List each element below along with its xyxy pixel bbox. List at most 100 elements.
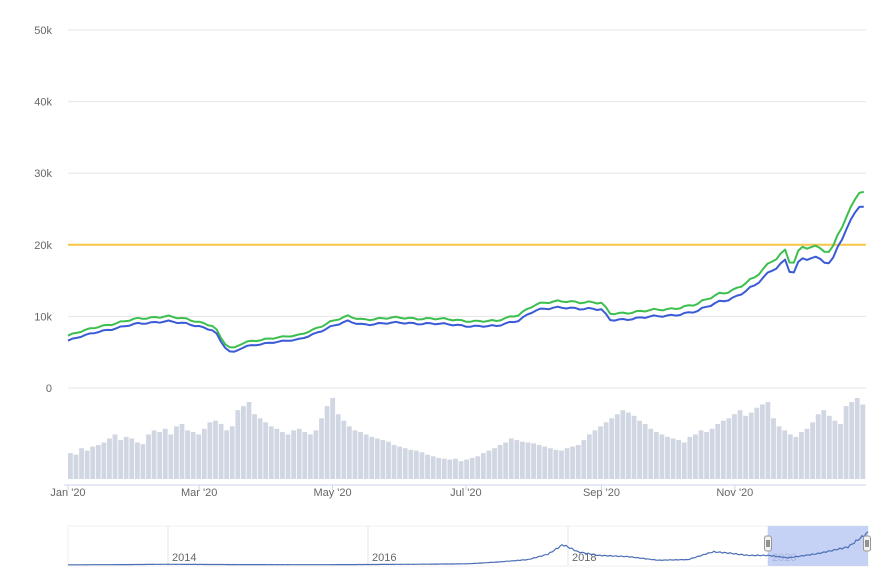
volume-bar (391, 444, 397, 479)
volume-bar (698, 430, 704, 479)
volume-bar (73, 454, 79, 479)
volume-bar (134, 442, 140, 479)
volume-bar (352, 430, 358, 479)
volume-bar (603, 422, 609, 479)
navigator-tick-label: 2014 (172, 552, 196, 564)
navigator-selection[interactable] (768, 526, 868, 566)
volume-bar (743, 415, 749, 479)
volume-bar (307, 434, 313, 479)
volume-bar (218, 423, 224, 479)
navigator-handle-right[interactable] (863, 535, 871, 552)
volume-bar (413, 450, 419, 479)
y-tick-label: 10k (34, 311, 52, 323)
volume-bar (224, 430, 230, 479)
volume-bar (107, 438, 112, 479)
volume-bar (609, 418, 615, 479)
volume-bar (341, 420, 347, 479)
volume-bar (168, 434, 174, 479)
volume-bar (419, 452, 425, 479)
volume-bar (296, 428, 302, 479)
volume-bar (854, 398, 860, 479)
volume-bar (458, 461, 464, 479)
volume-bar (826, 415, 832, 479)
handle-grip[interactable] (764, 535, 772, 552)
series-line-lower (67, 205, 864, 353)
volume-bar (787, 434, 793, 479)
volume-bar (726, 418, 732, 479)
volume-bar (503, 442, 509, 479)
volume-bar (776, 426, 782, 479)
volume-bar (732, 414, 737, 479)
volume-bar (174, 426, 179, 479)
volume-bar (207, 422, 213, 479)
volume-bar (531, 443, 536, 479)
volume-bar (620, 410, 626, 479)
volume-bar (453, 458, 458, 479)
x-tick-label: Mar '20 (181, 487, 217, 499)
volume-bar (229, 426, 235, 479)
volume-bar (464, 459, 469, 479)
x-axis[interactable]: Jan '20 Mar '20 May '20 Jul '20 Sep '20 Nov '… (50, 484, 866, 499)
volume-bar (631, 415, 637, 479)
volume-bar (313, 430, 319, 479)
volume-bar (358, 432, 363, 479)
y-tick-label: 50k (34, 25, 52, 37)
y-tick-label: 20k (34, 240, 52, 252)
volume-bar (614, 414, 620, 479)
x-tick-label: Nov '20 (716, 487, 753, 499)
volume-bar (665, 436, 670, 479)
volume-bar (704, 432, 709, 479)
volume-bar (79, 448, 84, 479)
volume-bar (157, 432, 163, 479)
volume-bar (810, 422, 815, 479)
navigator[interactable]: 2014201620182020 (67, 525, 871, 567)
volume-bar (681, 442, 687, 479)
volume-bar (765, 402, 771, 479)
navigator-handle-left[interactable] (764, 535, 772, 552)
navigator-tick-label: 2016 (372, 552, 396, 564)
volume-bar (860, 404, 866, 479)
volume-bar (335, 414, 341, 479)
volume-bar (525, 442, 531, 479)
volume-bar (754, 407, 760, 479)
volume-bar (547, 448, 553, 479)
x-tick-label: Jan '20 (50, 487, 85, 499)
volume-bar (257, 418, 263, 479)
volume-bar (575, 444, 581, 479)
volume-bar (369, 436, 375, 479)
volume-bar (709, 428, 715, 479)
volume-bars (68, 398, 866, 479)
volume-bar (319, 418, 324, 479)
volume-bar (815, 414, 821, 479)
volume-bar (263, 422, 269, 479)
volume-bar (737, 410, 743, 479)
volume-bar (514, 440, 520, 479)
volume-bar (408, 449, 414, 479)
volume-bar (559, 450, 564, 479)
series-line-upper (67, 190, 865, 349)
volume-bar (324, 406, 330, 479)
volume-bar (637, 420, 642, 479)
volume-bar (185, 430, 190, 479)
volume-bar (759, 404, 765, 479)
volume-bar (196, 434, 202, 479)
volume-bar (536, 444, 542, 479)
volume-bar (441, 458, 447, 479)
volume-bar (118, 440, 123, 479)
volume-bar (748, 412, 754, 479)
navigator-tick-label: 2018 (572, 552, 596, 564)
volume-bar (480, 453, 486, 479)
volume-bar (447, 459, 453, 479)
volume-bar (274, 428, 280, 479)
volume-bar (838, 423, 843, 479)
y-tick-label: 0 (46, 383, 52, 395)
volume-bar (235, 410, 241, 479)
volume-bar (771, 418, 776, 479)
x-tick-label: Jul '20 (450, 487, 481, 499)
volume-bar (648, 428, 654, 479)
volume-bar (252, 414, 257, 479)
handle-grip[interactable] (863, 535, 871, 552)
x-tick-label: Sep '20 (583, 487, 620, 499)
volume-bar (676, 440, 682, 479)
